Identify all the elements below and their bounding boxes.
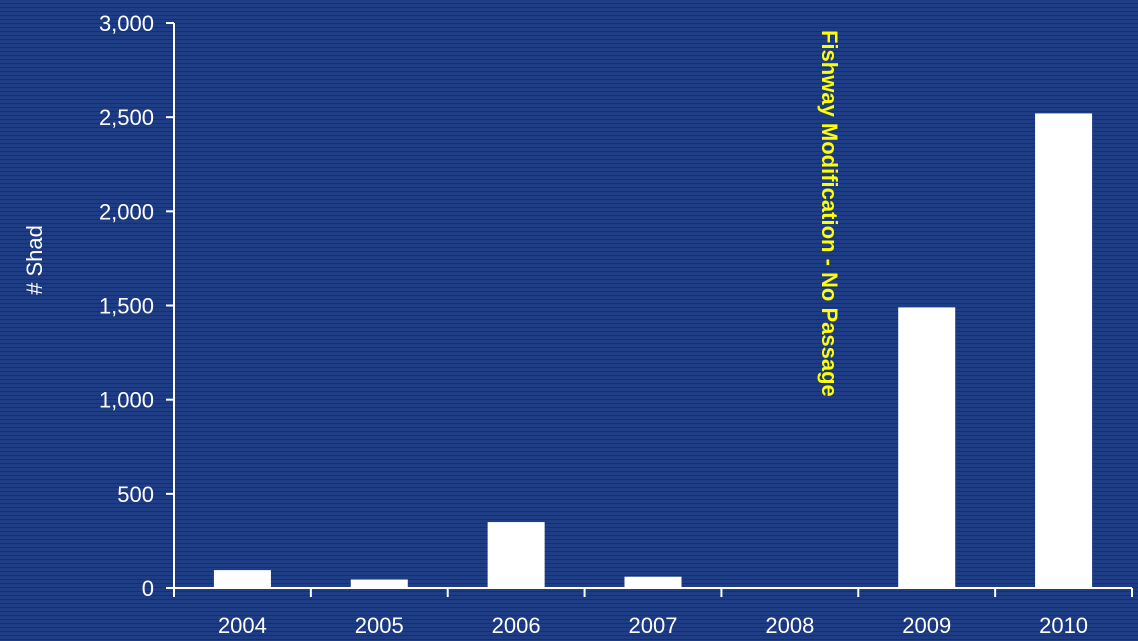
x-tick-label: 2010 (1039, 613, 1088, 638)
bar-2009 (898, 307, 956, 588)
bar-2006 (487, 522, 545, 588)
y-tick-label: 3,000 (99, 11, 154, 36)
bar-2007 (624, 576, 682, 588)
x-tick-label: 2004 (218, 613, 267, 638)
x-tick-label: 2008 (765, 613, 814, 638)
x-tick-label: 2005 (355, 613, 404, 638)
y-tick-label: 1,500 (99, 294, 154, 319)
x-tick-label: 2009 (902, 613, 951, 638)
y-tick-label: 1,000 (99, 388, 154, 413)
bar-2004 (213, 570, 271, 588)
y-tick-label: 2,500 (99, 105, 154, 130)
y-axis-ticks: 0 500 1,000 1,500 2,000 2,500 3,000 (99, 11, 174, 601)
bars-group (213, 113, 1093, 589)
y-axis-title: # Shad (22, 225, 47, 295)
bar-2010 (1035, 113, 1093, 589)
fishway-annotation: Fishway Modification - No Passage (817, 30, 842, 397)
x-tick-label: 2006 (492, 613, 541, 638)
x-tick-label: 2007 (629, 613, 678, 638)
x-axis-ticks: 2004 2005 2006 2007 2008 2009 2010 (173, 588, 1133, 638)
y-tick-label: 0 (142, 576, 154, 601)
y-tick-label: 500 (117, 482, 154, 507)
bar-2005 (350, 579, 408, 588)
y-tick-label: 2,000 (99, 199, 154, 224)
